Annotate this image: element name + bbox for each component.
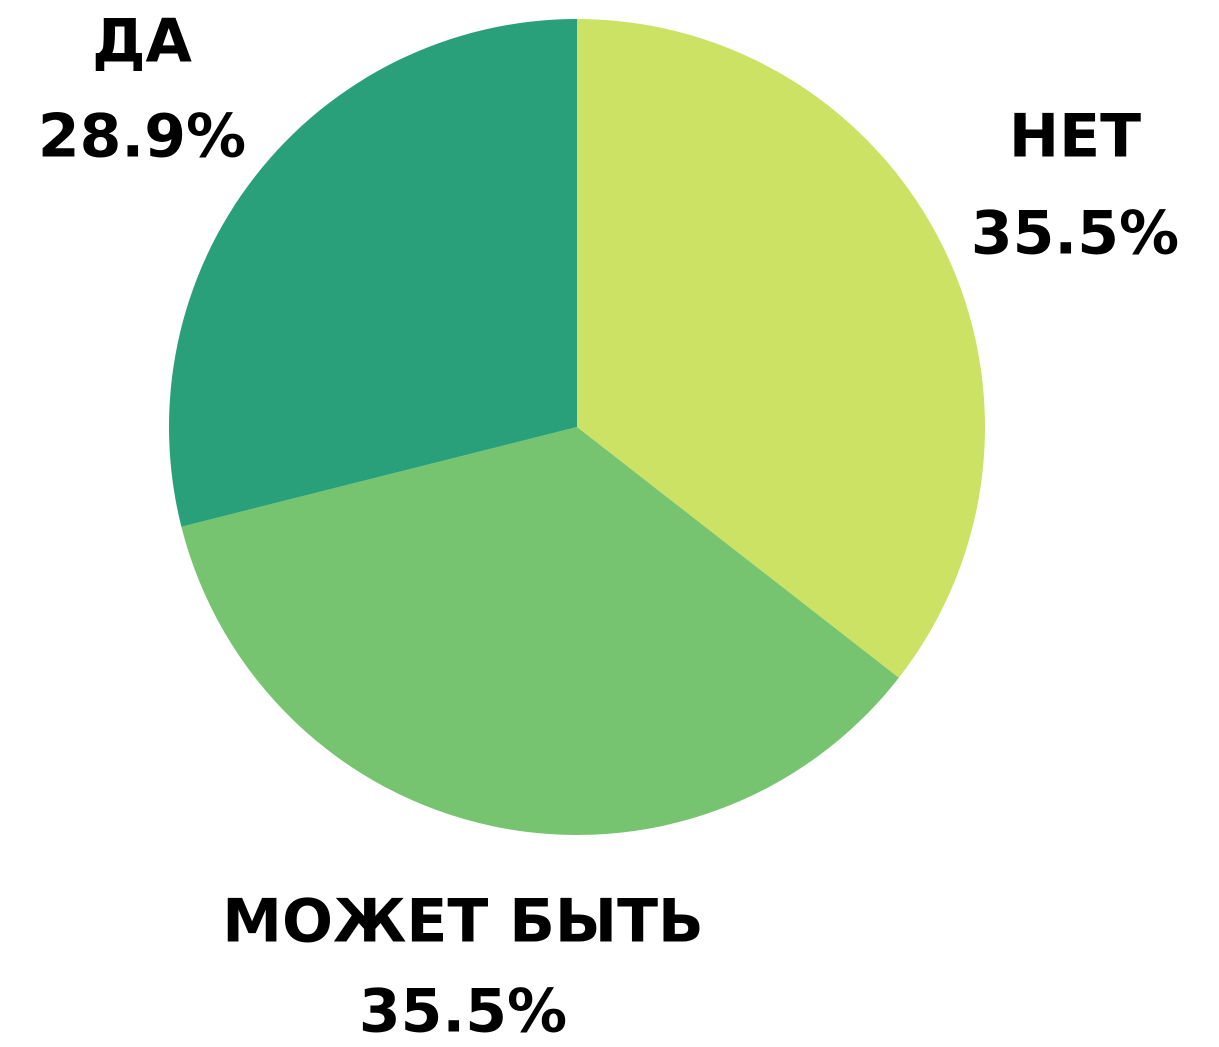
pie-slice [168, 19, 577, 527]
slice-label: ДА [92, 7, 192, 77]
pie-slice [577, 19, 986, 678]
slice-label: МОЖЕТ БЫТЬ [222, 887, 704, 957]
value-label: 28.9% [38, 102, 246, 172]
slice-label: НЕТ [1009, 102, 1141, 172]
value-label: 35.5% [359, 977, 567, 1047]
value-label: 35.5% [971, 199, 1179, 269]
pie-slice [181, 427, 899, 835]
